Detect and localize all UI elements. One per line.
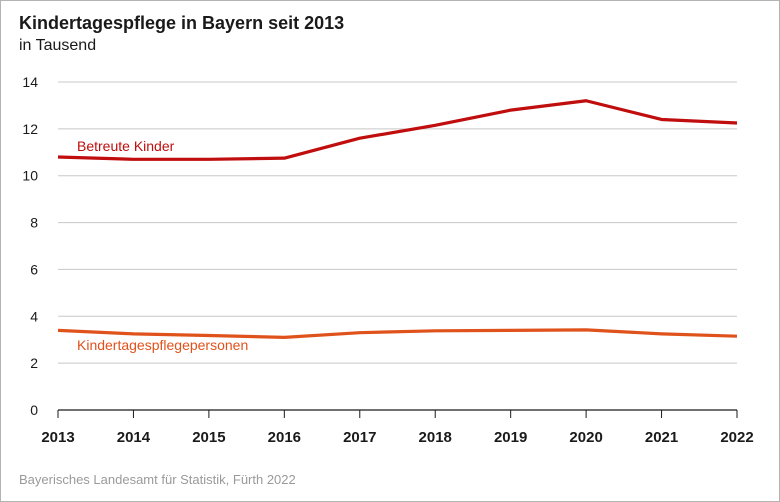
chart-title: Kindertagespflege in Bayern seit 2013 bbox=[19, 13, 345, 33]
x-tick-label: 2018 bbox=[419, 429, 452, 446]
gridlines bbox=[58, 81, 737, 364]
x-tick-label: 2019 bbox=[494, 429, 527, 446]
series-labels: Betreute Kinder Kindertagespflegepersonen bbox=[77, 138, 248, 353]
x-tick-label: 2014 bbox=[117, 429, 151, 446]
x-tick-label: 2017 bbox=[343, 429, 376, 446]
x-tick-label: 2020 bbox=[569, 429, 602, 446]
x-tick-label: 2015 bbox=[192, 429, 225, 446]
x-tick-label: 2022 bbox=[720, 429, 753, 446]
y-tick-label: 0 bbox=[30, 402, 38, 418]
x-tick-label: 2021 bbox=[645, 429, 678, 446]
source-note: Bayerisches Landesamt für Statistik, Für… bbox=[19, 472, 296, 487]
y-tick-label: 6 bbox=[30, 261, 38, 277]
y-tick-label: 14 bbox=[22, 74, 38, 90]
series-label: Kindertagespflegepersonen bbox=[77, 337, 248, 353]
x-tick-label: 2016 bbox=[268, 429, 301, 446]
series-label: Betreute Kinder bbox=[77, 138, 175, 154]
y-tick-label: 4 bbox=[30, 308, 38, 324]
series-line-1 bbox=[57, 328, 738, 339]
y-tick-label: 2 bbox=[30, 355, 38, 371]
x-axis: 2013 2014 2015 2016 2017 2018 2019 2020 2021 2022 bbox=[41, 409, 754, 446]
x-tick-label: 2013 bbox=[41, 429, 74, 446]
y-tick-label: 8 bbox=[30, 215, 38, 231]
y-tick-label: 10 bbox=[22, 168, 38, 184]
y-tick-label: 12 bbox=[22, 121, 38, 137]
y-axis-ticks: 0 2 4 6 8 10 12 14 bbox=[22, 74, 38, 418]
series-lines bbox=[57, 99, 738, 339]
chart-subtitle: in Tausend bbox=[19, 37, 97, 54]
series-line-0 bbox=[57, 99, 738, 161]
